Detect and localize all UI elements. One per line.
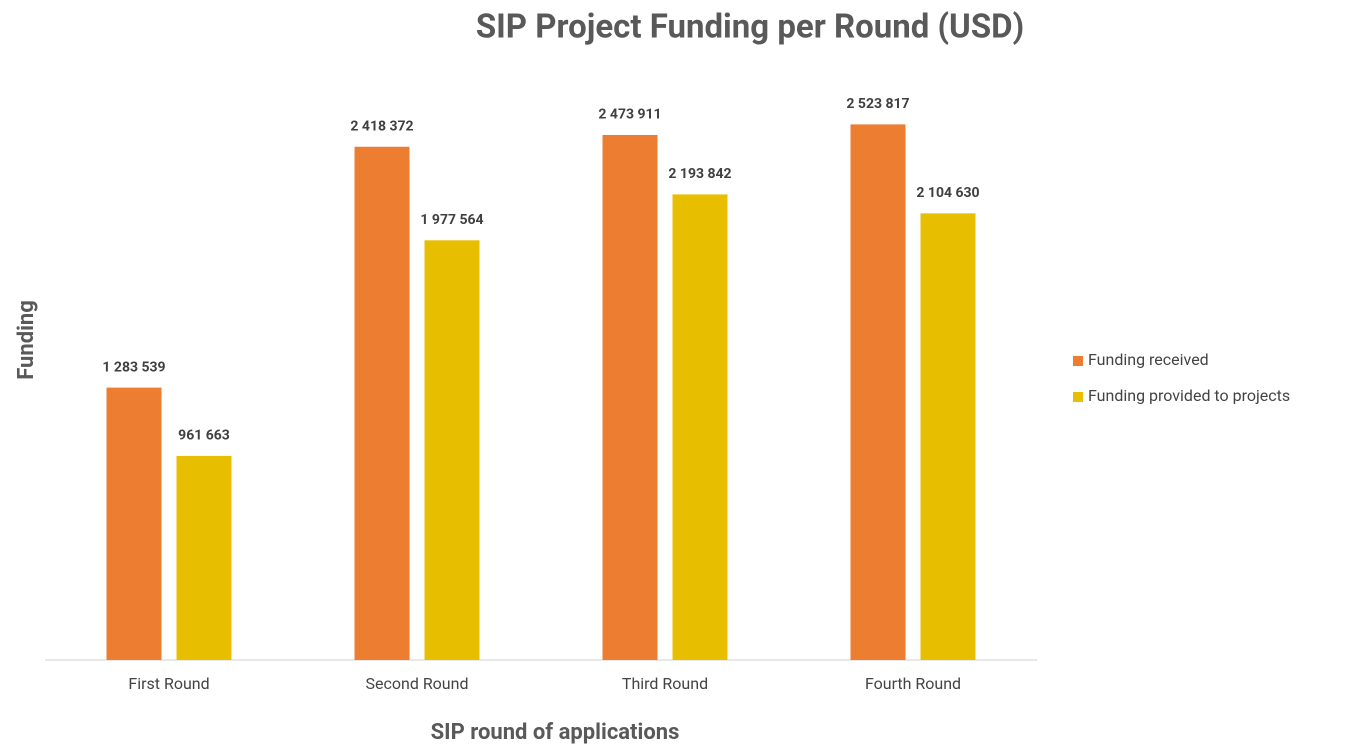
legend-label: Funding received [1088,350,1209,369]
data-label: 1 283 539 [102,359,165,375]
legend-label: Funding provided to projects [1088,386,1290,405]
x-tick-label: Third Round [622,674,708,693]
data-label: 2 193 842 [668,166,731,182]
legend-swatch [1073,356,1083,366]
data-label: 1 977 564 [420,212,483,228]
bar [672,194,728,660]
bar [106,387,162,660]
bar [920,213,976,660]
bar [424,240,480,661]
x-tick-label: First Round [128,674,209,693]
bar [176,455,232,660]
legend-swatch [1073,392,1083,402]
x-tick-label: Fourth Round [865,674,961,693]
bar [354,146,410,661]
data-label: 2 104 630 [916,185,979,201]
y-axis-title: Funding [14,300,39,380]
data-label: 961 663 [178,428,230,444]
bar [602,134,658,661]
data-label: 2 418 372 [350,118,413,134]
data-label: 2 473 911 [598,107,661,123]
bar [850,124,906,660]
x-tick-label: Second Round [366,674,469,693]
chart-title: SIP Project Funding per Round (USD) [476,8,1024,47]
data-label: 2 523 817 [846,96,909,112]
x-axis-title: SIP round of applications [431,720,680,745]
